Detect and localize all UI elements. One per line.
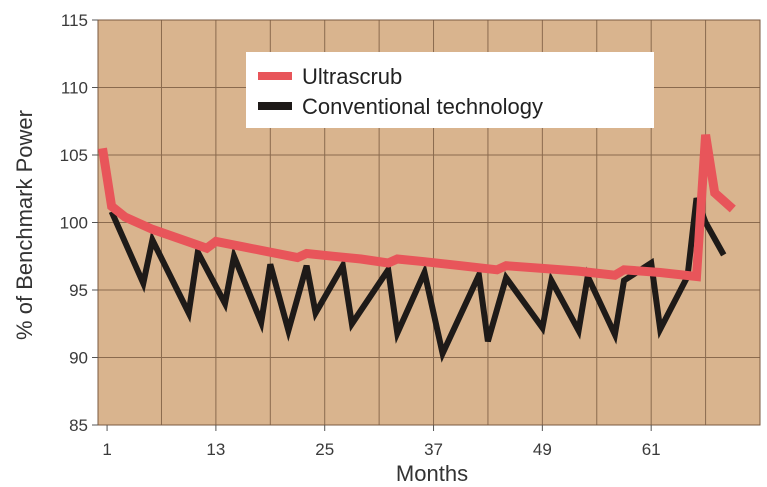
series-layer <box>98 134 736 363</box>
y-tick-label: 95 <box>69 281 88 300</box>
legend: Ultrascrub Conventional technology <box>246 52 654 128</box>
y-tick-label: 110 <box>61 79 88 98</box>
legend-label-ultrascrub: Ultrascrub <box>302 64 402 89</box>
x-tick-label: 37 <box>424 440 443 459</box>
y-axis-title: % of Benchmark Power <box>12 110 37 340</box>
x-tick-label: 61 <box>642 440 661 459</box>
y-tick-label: 85 <box>69 416 88 435</box>
series-line-ultrascrub <box>98 134 736 282</box>
legend-label-conventional: Conventional technology <box>302 94 543 119</box>
x-tick-label: 1 <box>102 440 111 459</box>
x-axis-title: Months <box>396 461 468 486</box>
y-tick-label: 100 <box>60 214 88 233</box>
x-tick-label: 13 <box>206 440 225 459</box>
y-tick-label: 115 <box>61 11 88 30</box>
y-tick-label: 90 <box>69 349 88 368</box>
axis-ticks: 85 90 95 100 105 110 115 1 13 25 37 49 61 <box>60 11 661 459</box>
y-tick-label: 105 <box>60 146 88 165</box>
x-tick-label: 25 <box>315 440 334 459</box>
x-tick-label: 49 <box>533 440 552 459</box>
legend-box <box>246 52 654 128</box>
